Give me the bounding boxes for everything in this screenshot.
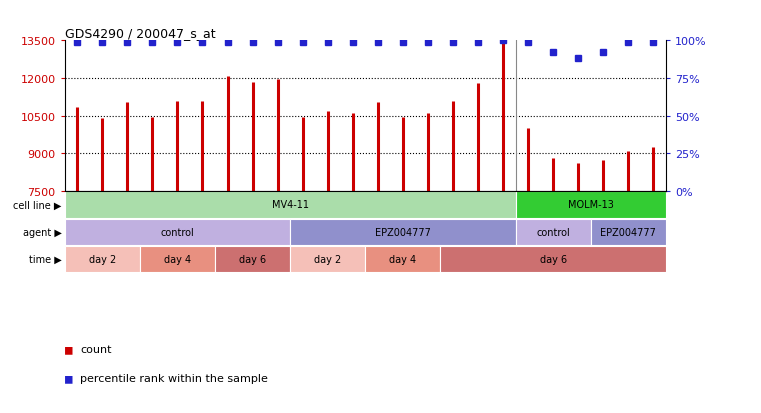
Text: cell line ▶: cell line ▶ — [13, 200, 62, 210]
Bar — [591, 219, 666, 245]
Text: MV4-11: MV4-11 — [272, 200, 309, 210]
Bar — [290, 219, 516, 245]
Text: day 6: day 6 — [540, 254, 567, 264]
Text: MOLM-13: MOLM-13 — [568, 200, 613, 210]
Text: day 4: day 4 — [390, 254, 416, 264]
Text: ■: ■ — [65, 342, 72, 356]
Text: percentile rank within the sample: percentile rank within the sample — [80, 373, 268, 383]
Bar — [65, 246, 140, 272]
Text: day 4: day 4 — [164, 254, 191, 264]
Bar — [516, 192, 666, 218]
Text: time ▶: time ▶ — [29, 254, 62, 264]
Bar — [441, 246, 666, 272]
Text: count: count — [80, 344, 111, 354]
Text: day 2: day 2 — [314, 254, 342, 264]
Text: control: control — [161, 227, 194, 237]
Text: GDS4290 / 200047_s_at: GDS4290 / 200047_s_at — [65, 27, 215, 40]
Text: EPZ004777: EPZ004777 — [600, 227, 656, 237]
Text: ■: ■ — [65, 371, 72, 385]
Bar — [516, 219, 591, 245]
Text: day 2: day 2 — [88, 254, 116, 264]
Text: agent ▶: agent ▶ — [23, 227, 62, 237]
Bar — [290, 246, 365, 272]
Bar — [140, 246, 215, 272]
Bar — [65, 219, 290, 245]
Text: day 6: day 6 — [239, 254, 266, 264]
Bar — [215, 246, 290, 272]
Text: EPZ004777: EPZ004777 — [375, 227, 431, 237]
Bar — [365, 246, 441, 272]
Bar — [65, 192, 516, 218]
Text: control: control — [537, 227, 570, 237]
